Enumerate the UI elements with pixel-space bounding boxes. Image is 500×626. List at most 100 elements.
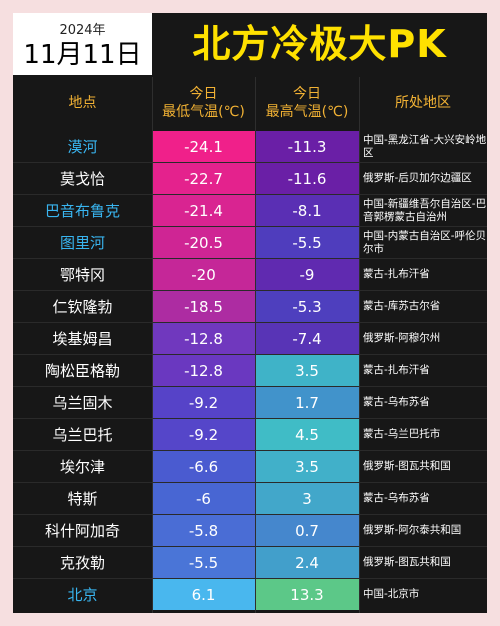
cell-low-temp: -12.8	[152, 355, 255, 386]
cell-low-temp: -9.2	[152, 419, 255, 450]
cell-location: 埃基姆昌	[52, 330, 113, 348]
table-row: 漠河 -24.1 -11.3 中国-黑龙江省-大兴安岭地区	[13, 131, 487, 162]
cell-region: 蒙古-乌兰巴托市	[363, 428, 441, 440]
table-row: 埃基姆昌 -12.8 -7.4 俄罗斯-阿穆尔州	[13, 323, 487, 354]
cell-low-temp: 6.1	[152, 579, 255, 610]
cell-high-temp: -11.3	[255, 131, 359, 162]
row-divider	[13, 514, 487, 515]
table-header: 地点 今日 最低气温(℃) 今日 最高气温(℃) 所处地区	[13, 77, 487, 129]
column-header-low: 今日 最低气温(℃)	[152, 77, 255, 129]
row-divider	[13, 546, 487, 547]
cell-high-temp: 13.3	[255, 579, 359, 610]
column-header-region: 所处地区	[395, 95, 451, 111]
row-divider	[13, 354, 487, 355]
cell-region: 俄罗斯-阿穆尔州	[363, 332, 441, 344]
table-row: 巴音布鲁克 -21.4 -8.1 中国-新疆维吾尔自治区-巴音郭楞蒙古自治州	[13, 195, 487, 226]
cell-region: 中国-北京市	[363, 588, 420, 600]
cell-location: 图里河	[59, 234, 105, 252]
column-divider	[255, 77, 256, 613]
cell-region: 蒙古-库苏古尔省	[363, 300, 441, 312]
cell-location: 北京	[67, 586, 98, 604]
row-divider	[13, 226, 487, 227]
column-header-location: 地点	[68, 95, 97, 111]
cell-location: 莫戈恰	[59, 170, 105, 188]
page-title: 北方冷极大PK	[192, 22, 447, 66]
cell-high-temp: 3.5	[255, 355, 359, 386]
cell-high-temp: -11.6	[255, 163, 359, 194]
cell-region: 蒙古-扎布汗省	[363, 268, 430, 280]
cell-high-temp: 0.7	[255, 515, 359, 546]
cell-location: 埃尔津	[59, 458, 105, 476]
table-row: 北京 6.1 13.3 中国-北京市	[13, 579, 487, 610]
cell-high-temp: -9	[255, 259, 359, 290]
row-divider	[13, 450, 487, 451]
cell-location: 特斯	[67, 490, 98, 508]
cell-low-temp: -20.5	[152, 227, 255, 258]
cell-low-temp: -21.4	[152, 195, 255, 226]
table-row: 图里河 -20.5 -5.5 中国-内蒙古自治区-呼伦贝尔市	[13, 227, 487, 258]
cell-location: 乌兰固木	[52, 394, 113, 412]
column-divider	[152, 77, 153, 613]
date-box: 2024年 11月11日	[13, 13, 152, 75]
cell-low-temp: -20	[152, 259, 255, 290]
table-row: 莫戈恰 -22.7 -11.6 俄罗斯-后贝加尔边疆区	[13, 163, 487, 194]
table-row: 科什阿加奇 -5.8 0.7 俄罗斯-阿尔泰共和国	[13, 515, 487, 546]
row-divider	[13, 194, 487, 195]
cell-high-temp: -7.4	[255, 323, 359, 354]
cell-low-temp: -6	[152, 483, 255, 514]
column-header-high-line2: 最高气温(℃)	[265, 104, 349, 120]
row-divider	[13, 418, 487, 419]
column-header-low-line2: 最低气温(℃)	[162, 104, 245, 120]
cell-region: 俄罗斯-后贝加尔边疆区	[363, 172, 472, 184]
row-divider	[13, 578, 487, 579]
cell-region: 蒙古-乌布苏省	[363, 396, 430, 408]
column-divider	[359, 77, 360, 613]
column-header-high-line1: 今日	[293, 86, 321, 102]
row-divider	[13, 322, 487, 323]
cell-region: 中国-新疆维吾尔自治区-巴音郭楞蒙古自治州	[363, 197, 487, 223]
column-header-low-line1: 今日	[189, 86, 218, 102]
row-divider	[13, 258, 487, 259]
cell-location: 仁钦隆勃	[52, 298, 113, 316]
cell-location: 巴音布鲁克	[44, 202, 120, 220]
table-row: 埃尔津 -6.6 3.5 俄罗斯-图瓦共和国	[13, 451, 487, 482]
cell-region: 中国-黑龙江省-大兴安岭地区	[363, 133, 487, 159]
cell-location: 陶松臣格勒	[44, 362, 120, 380]
cell-high-temp: 4.5	[255, 419, 359, 450]
cell-low-temp: -5.8	[152, 515, 255, 546]
cell-low-temp: -6.6	[152, 451, 255, 482]
cell-low-temp: -12.8	[152, 323, 255, 354]
date-label: 11月11日	[23, 40, 142, 70]
row-divider	[13, 386, 487, 387]
cell-high-temp: -8.1	[255, 195, 359, 226]
column-header-high: 今日 最高气温(℃)	[255, 77, 359, 129]
table-row: 乌兰巴托 -9.2 4.5 蒙古-乌兰巴托市	[13, 419, 487, 450]
cell-region: 蒙古-乌布苏省	[363, 492, 430, 504]
table-row: 鄂特冈 -20 -9 蒙古-扎布汗省	[13, 259, 487, 290]
cell-low-temp: -18.5	[152, 291, 255, 322]
row-divider	[13, 482, 487, 483]
cell-location: 漠河	[67, 138, 98, 156]
table-row: 特斯 -6 3 蒙古-乌布苏省	[13, 483, 487, 514]
cell-region: 俄罗斯-图瓦共和国	[363, 556, 451, 568]
cell-location: 克孜勒	[59, 554, 105, 572]
cell-high-temp: -5.5	[255, 227, 359, 258]
cell-low-temp: -9.2	[152, 387, 255, 418]
cell-location: 科什阿加奇	[44, 522, 120, 540]
cell-low-temp: -22.7	[152, 163, 255, 194]
cell-region: 俄罗斯-图瓦共和国	[363, 460, 451, 472]
cell-low-temp: -24.1	[152, 131, 255, 162]
cell-low-temp: -5.5	[152, 547, 255, 578]
cell-high-temp: 2.4	[255, 547, 359, 578]
cell-location: 鄂特冈	[59, 266, 105, 284]
table-row: 克孜勒 -5.5 2.4 俄罗斯-图瓦共和国	[13, 547, 487, 578]
cell-location: 乌兰巴托	[52, 426, 113, 444]
row-divider	[13, 290, 487, 291]
cell-region: 俄罗斯-阿尔泰共和国	[363, 524, 462, 536]
table-row: 乌兰固木 -9.2 1.7 蒙古-乌布苏省	[13, 387, 487, 418]
cell-high-temp: 3	[255, 483, 359, 514]
table-row: 陶松臣格勒 -12.8 3.5 蒙古-扎布汗省	[13, 355, 487, 386]
year-label: 2024年	[59, 23, 106, 38]
cell-region: 中国-内蒙古自治区-呼伦贝尔市	[363, 229, 487, 255]
cell-high-temp: -5.3	[255, 291, 359, 322]
